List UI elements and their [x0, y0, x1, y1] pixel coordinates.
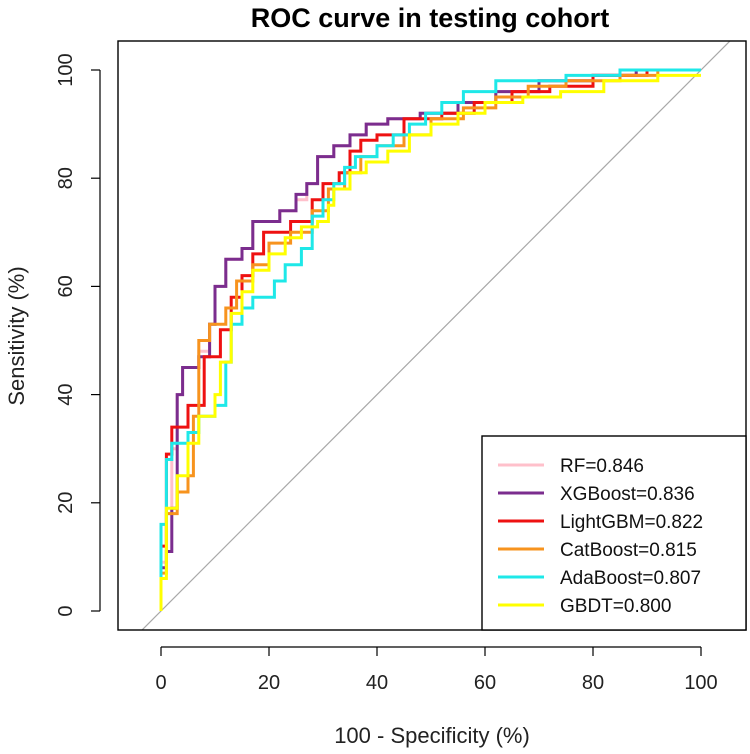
legend-label-gbdt: GBDT=0.800: [560, 596, 671, 617]
reference-diagonal-line: [141, 41, 731, 630]
x-tick-label: 0: [155, 672, 166, 694]
x-tick-label: 60: [474, 672, 496, 694]
y-tick-label: 40: [55, 383, 77, 405]
legend-box: [481, 435, 747, 631]
y-tick-label: 20: [55, 492, 77, 514]
plot-area: [141, 41, 731, 630]
chart-title: ROC curve in testing cohort: [251, 3, 610, 33]
legend-label-adaboost: AdaBoost=0.807: [560, 568, 701, 589]
legend-label-lightgbm: LightGBM=0.822: [560, 512, 703, 533]
legend: RF=0.846 XGBoost=0.836 LightGBM=0.822 CatBo…: [481, 435, 747, 631]
plot-frame: [117, 40, 747, 631]
legend-label-catboost: CatBoost=0.815: [560, 540, 697, 561]
y-axis: 0 20 40 60 80 100: [55, 53, 101, 617]
x-tick-label: 80: [582, 672, 604, 694]
y-tick-label: 60: [55, 275, 77, 297]
y-tick-label: 80: [55, 167, 77, 189]
legend-label-rf: RF=0.846: [560, 456, 644, 477]
y-tick-label: 0: [55, 605, 77, 616]
x-axis-label: 100 - Specificity (%): [334, 723, 530, 748]
roc-line-gbdt: [159, 73, 701, 611]
y-axis-label: Sensitivity (%): [4, 266, 29, 405]
y-tick-label: 100: [55, 53, 77, 86]
x-tick-label: 100: [684, 672, 717, 694]
x-tick-label: 40: [366, 672, 388, 694]
x-tick-label: 20: [258, 672, 280, 694]
roc-line-catboost: [159, 68, 701, 611]
legend-label-xgboost: XGBoost=0.836: [560, 484, 695, 505]
x-axis: 0 20 40 60 80 100: [155, 646, 718, 694]
